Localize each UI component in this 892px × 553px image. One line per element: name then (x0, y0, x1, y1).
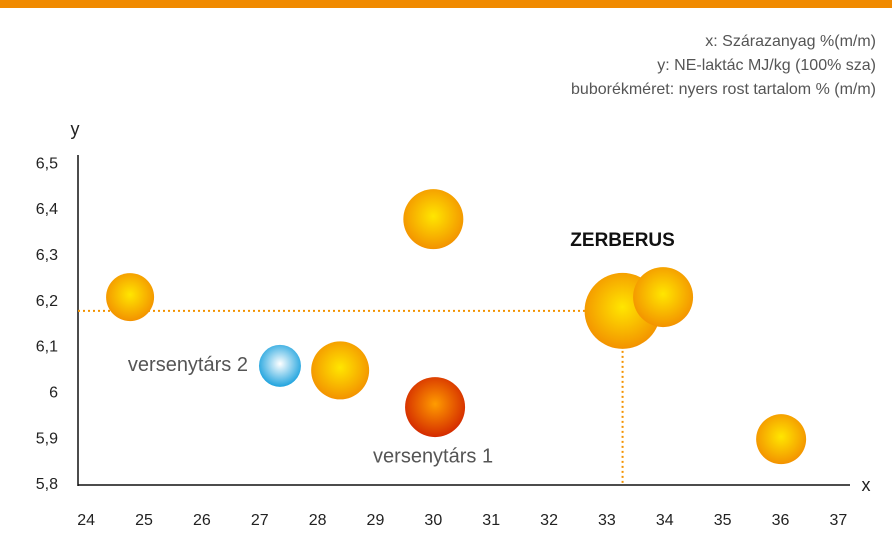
x-tick-label: 30 (424, 512, 442, 529)
y-tick-label: 6,3 (36, 247, 58, 264)
top-bar (0, 0, 892, 8)
annotation: x: Szárazanyag %(m/m) (705, 33, 876, 50)
bubble (258, 344, 301, 387)
x-tick-label: 35 (714, 512, 732, 529)
y-axis-label: y (71, 119, 80, 139)
y-tick-label: 6,1 (36, 339, 58, 356)
bubble (633, 267, 694, 328)
y-tick-label: 6,5 (36, 155, 58, 172)
x-axis-label: x (862, 475, 871, 495)
y-tick-label: 6,2 (36, 293, 58, 310)
bubble (311, 341, 370, 400)
x-tick-label: 29 (367, 512, 385, 529)
y-tick-label: 6,4 (36, 201, 58, 218)
y-tick-label: 5,9 (36, 430, 58, 447)
x-tick-label: 36 (772, 512, 790, 529)
x-tick-label: 28 (309, 512, 327, 529)
point-label: versenytárs 2 (128, 354, 248, 376)
x-tick-label: 31 (482, 512, 500, 529)
x-tick-label: 34 (656, 512, 674, 529)
point-label: ZERBERUS (570, 230, 675, 251)
annotation: y: NE-laktác MJ/kg (100% sza) (657, 57, 876, 74)
bubble (756, 414, 807, 465)
y-tick-label: 5,8 (36, 476, 58, 493)
point-label: versenytárs 1 (373, 445, 493, 467)
x-tick-label: 32 (540, 512, 558, 529)
x-tick-label: 26 (193, 512, 211, 529)
x-tick-label: 25 (135, 512, 153, 529)
x-tick-label: 24 (77, 512, 95, 529)
x-tick-label: 33 (598, 512, 616, 529)
bubble (106, 273, 155, 322)
bubble (403, 189, 464, 250)
annotation: buborékméret: nyers rost tartalom % (m/m… (571, 81, 876, 98)
y-tick-label: 6 (49, 385, 58, 402)
bubble (405, 377, 466, 438)
x-tick-label: 27 (251, 512, 269, 529)
x-tick-label: 37 (830, 512, 848, 529)
